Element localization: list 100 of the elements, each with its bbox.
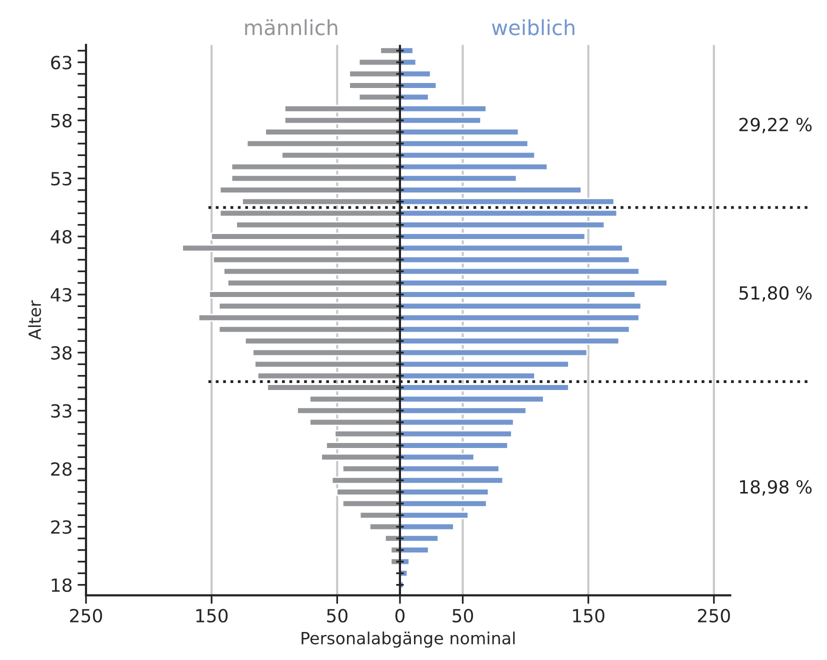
bar (296, 406, 401, 415)
bar (399, 337, 620, 345)
x-tick-label: 250 (698, 608, 730, 622)
bar (210, 232, 401, 240)
bar (399, 244, 624, 252)
bar (399, 93, 430, 102)
bar (252, 348, 401, 357)
y-tick-label: 18 (52, 578, 72, 592)
bar (281, 151, 401, 160)
bar (399, 256, 630, 264)
bar (399, 360, 570, 368)
x-tick-label: 250 (70, 608, 102, 622)
bar (358, 93, 401, 102)
bar (218, 326, 401, 334)
bar (399, 348, 588, 357)
bar (399, 220, 606, 229)
bar (266, 384, 401, 392)
bar (399, 406, 527, 415)
bar (399, 232, 586, 240)
bar (399, 522, 454, 531)
bar (399, 198, 615, 206)
x-tick-label: 0 (395, 608, 405, 622)
bar (399, 488, 490, 496)
x-tick-label: 150 (573, 608, 604, 622)
bar (334, 430, 401, 438)
bar (359, 511, 401, 520)
bar (284, 104, 401, 113)
y-tick-label: 23 (51, 520, 72, 534)
y-tick-label: 48 (50, 230, 72, 244)
text: 51,80 % (739, 286, 812, 302)
y-tick-label: 53 (51, 172, 72, 186)
bar (399, 302, 642, 310)
bar (236, 220, 401, 229)
bar (223, 267, 401, 276)
bar (358, 58, 401, 66)
x-tick-label: 50 (452, 608, 474, 622)
bar (208, 290, 401, 298)
bar (331, 476, 401, 484)
bar (399, 314, 640, 322)
bar (399, 162, 548, 171)
bar (399, 290, 636, 298)
bar (326, 442, 401, 450)
bar (399, 174, 518, 182)
bar (399, 453, 475, 462)
y-tick-label: 28 (51, 462, 72, 476)
bar (399, 267, 640, 276)
bar (320, 453, 401, 462)
bar (309, 395, 401, 403)
bar (309, 418, 401, 426)
bar (348, 70, 401, 78)
bar (399, 476, 504, 484)
text: 18,98 % (740, 480, 812, 496)
bar (399, 104, 487, 113)
bar (230, 162, 401, 171)
text: 29,22 % (739, 118, 812, 134)
bar (399, 116, 482, 124)
bar (342, 464, 401, 473)
bar (336, 488, 401, 496)
y-tick-label: 33 (51, 404, 72, 418)
bar (399, 70, 432, 78)
bar (182, 244, 401, 252)
bar (399, 384, 570, 392)
bar (369, 522, 401, 531)
bar (399, 209, 618, 218)
y-tick-label: 58 (51, 114, 72, 128)
bar (399, 500, 488, 508)
bar (230, 174, 401, 182)
bar (244, 337, 401, 345)
x-axis-title: Personalabgänge nominal (302, 632, 515, 648)
bar (399, 279, 668, 287)
bar (212, 256, 401, 264)
bar (399, 534, 439, 542)
series-label: männlich (245, 19, 338, 36)
x-tick-label: 50 (327, 608, 348, 622)
y-tick-label: 38 (51, 346, 72, 360)
bar (256, 372, 401, 380)
bar (399, 418, 514, 426)
bar (264, 128, 401, 136)
bar (342, 500, 401, 508)
bar (399, 82, 438, 90)
bar (399, 372, 536, 380)
bar (399, 151, 536, 160)
bar (226, 279, 401, 287)
bar (242, 198, 401, 206)
bar (399, 128, 520, 136)
bar (399, 546, 430, 554)
bar (254, 360, 401, 368)
bar (218, 302, 401, 310)
bar (399, 430, 512, 438)
bar (399, 442, 509, 450)
bar (399, 395, 544, 403)
bar (399, 464, 500, 473)
y-tick-label: 63 (51, 56, 72, 70)
text: weiblich (492, 19, 574, 36)
bar (198, 314, 401, 322)
x-tick-label: 150 (196, 608, 228, 622)
y-axis-title: Alter (28, 300, 42, 340)
bar (399, 186, 582, 194)
bar (399, 511, 469, 520)
y-tick-label: 43 (50, 288, 72, 302)
